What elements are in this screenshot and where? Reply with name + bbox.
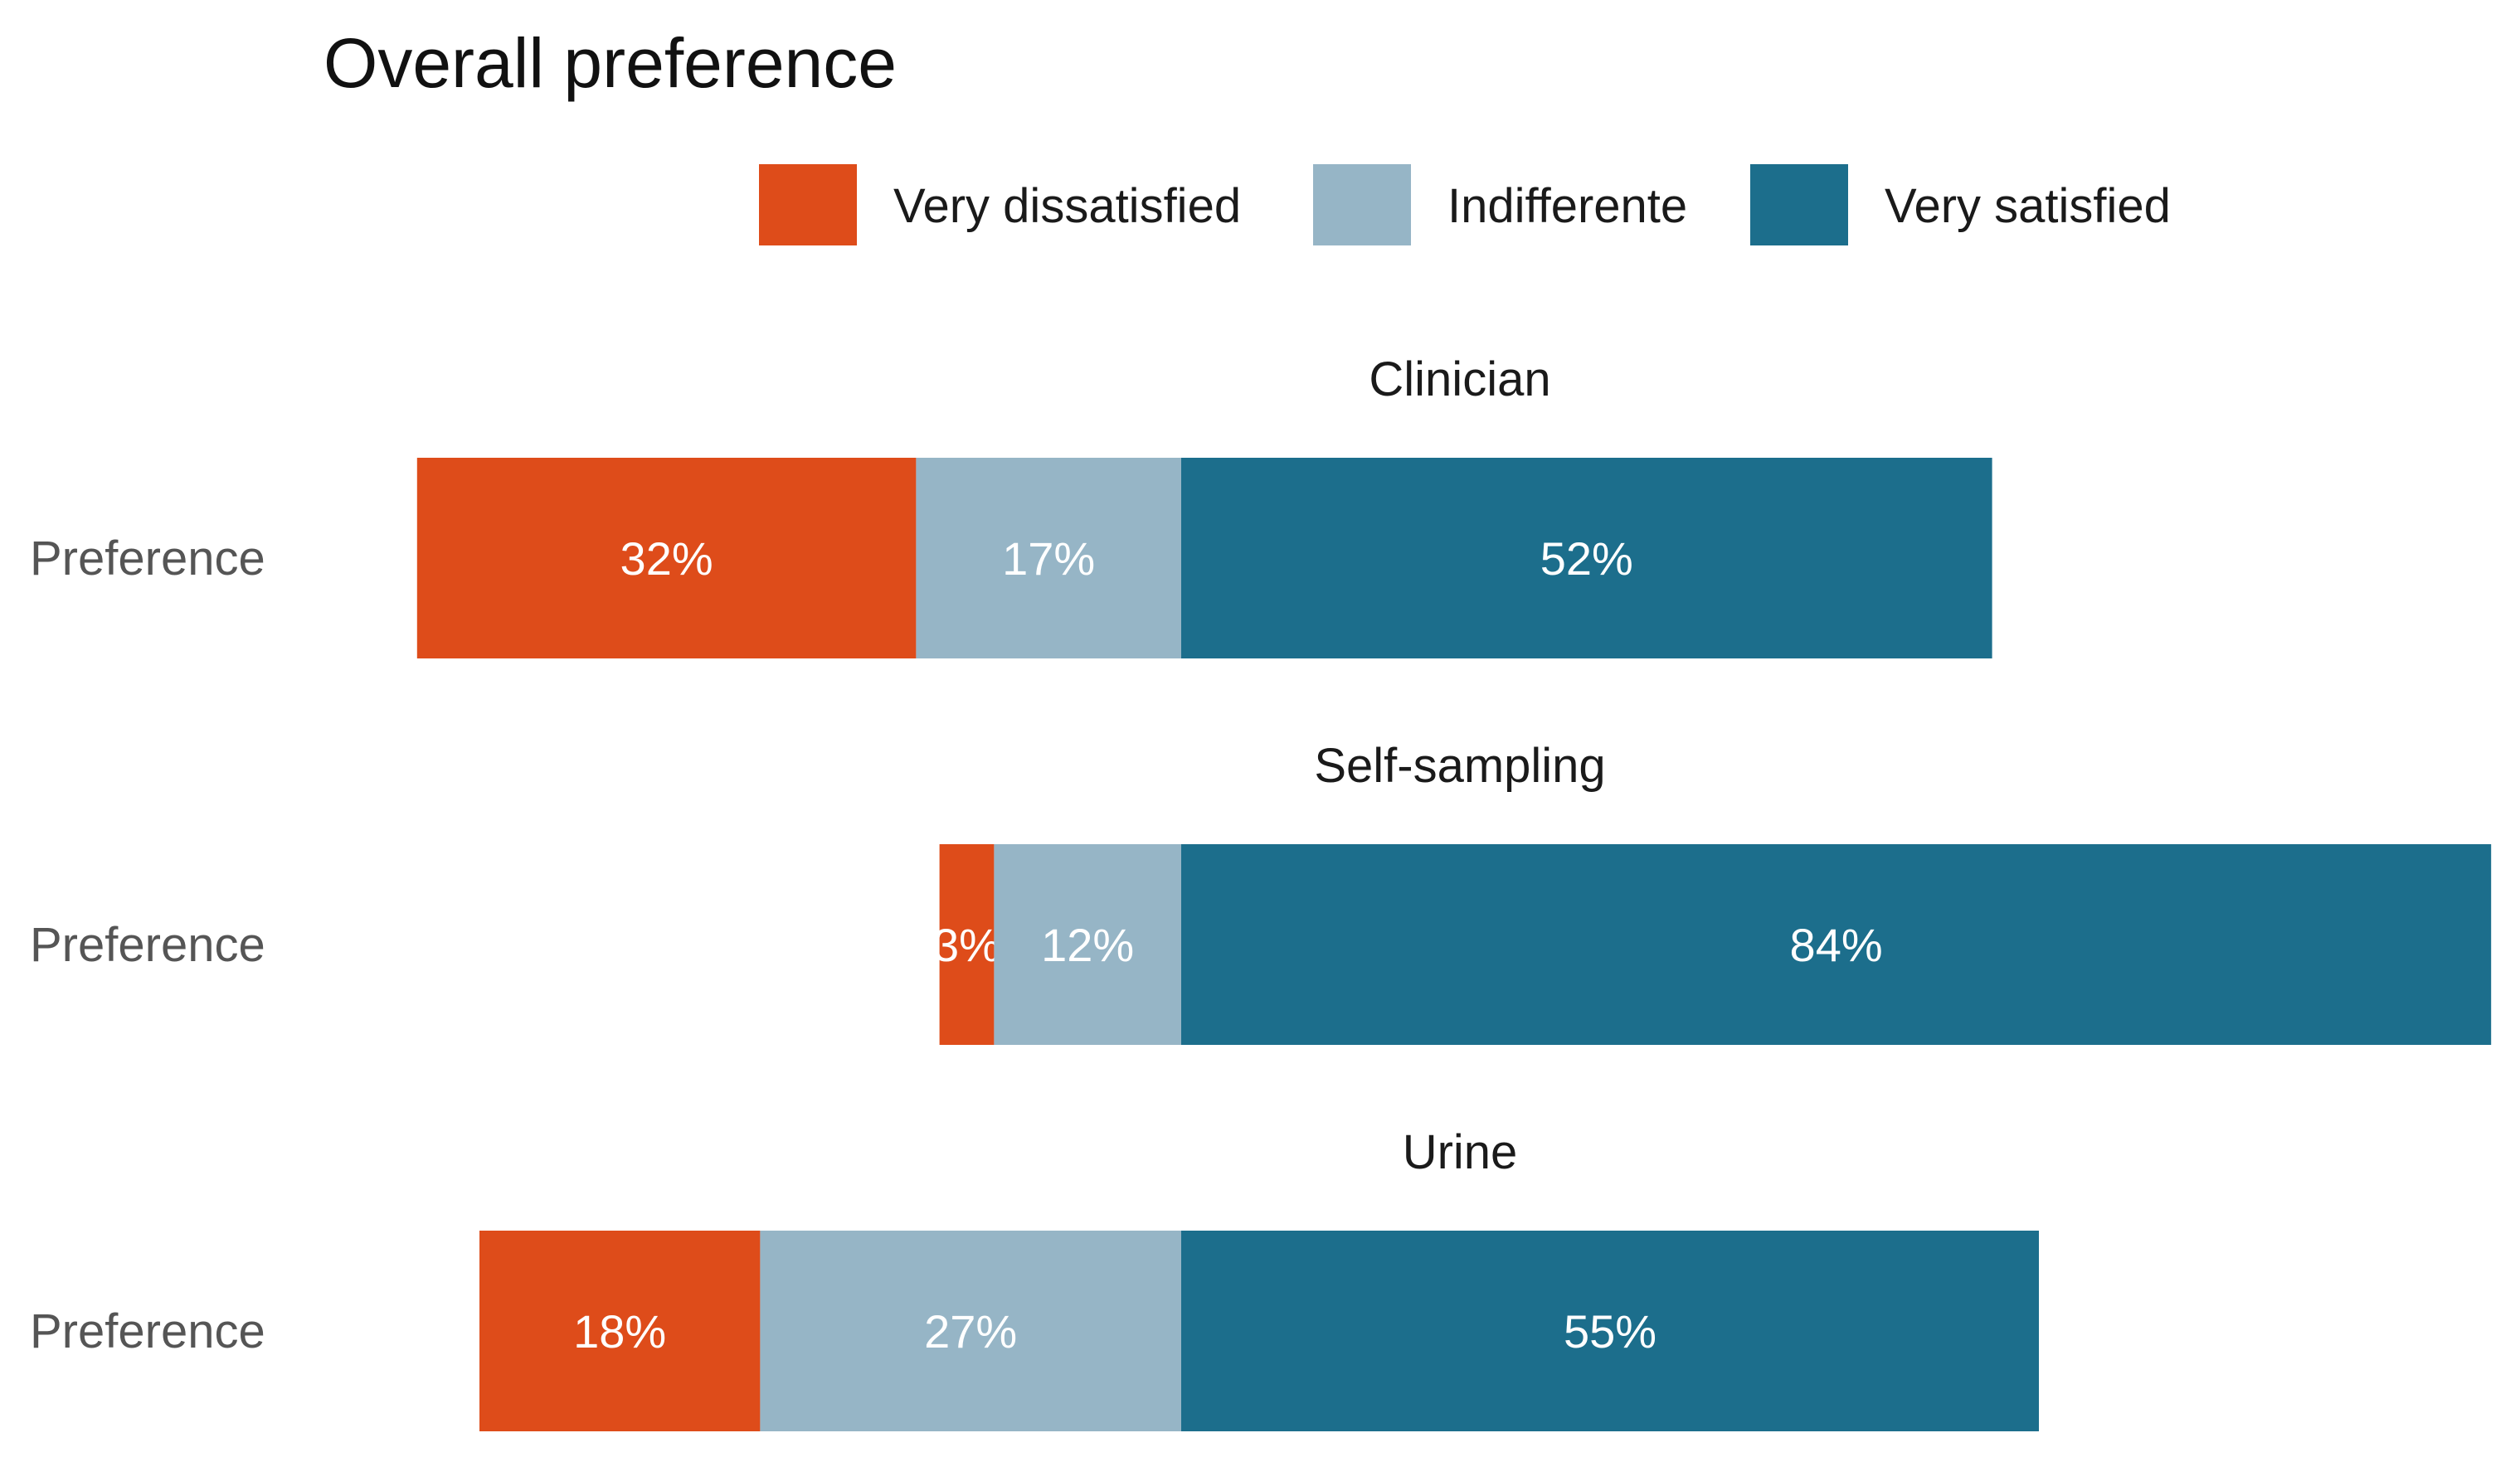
legend-label-indifferente: Indifferente	[1447, 179, 1687, 233]
legend: Very dissatisfied Indifferente Very satisf…	[759, 164, 2171, 245]
data-label-very-satisfied: 52%	[1540, 532, 1633, 585]
facet-title: Urine	[1403, 1125, 1518, 1179]
data-label-very-dissatisfied: 18%	[573, 1305, 666, 1358]
data-label-indifferente: 12%	[1041, 919, 1134, 971]
data-label-indifferente: 27%	[924, 1305, 1017, 1358]
legend-swatch-very-satisfied	[1750, 164, 1848, 245]
facet-self-sampling: Self-sampling Preference 3% 12% 84%	[30, 739, 2492, 1045]
bar-segment-very-dissatisfied	[479, 1231, 761, 1431]
bar-segment-very-satisfied	[1181, 1231, 2039, 1431]
facet-title: Self-sampling	[1314, 739, 1605, 793]
data-label-very-satisfied: 84%	[1790, 919, 1883, 971]
data-label-very-dissatisfied: 3%	[933, 919, 1000, 971]
data-label-indifferente: 17%	[1002, 532, 1095, 585]
row-label: Preference	[30, 532, 265, 585]
facet-urine: Urine Preference 18% 27% 55%	[30, 1125, 2039, 1431]
bar-segment-indifferente	[994, 844, 1181, 1045]
chart-title: Overall preference	[324, 24, 897, 102]
data-label-very-dissatisfied: 32%	[620, 532, 713, 585]
facet-title: Clinician	[1369, 352, 1550, 406]
bar-segment-indifferente	[916, 458, 1181, 658]
bar-segment-very-dissatisfied	[939, 844, 995, 1045]
legend-swatch-indifferente	[1313, 164, 1411, 245]
row-label: Preference	[30, 918, 265, 972]
row-label: Preference	[30, 1304, 265, 1358]
legend-label-very-dissatisfied: Very dissatisfied	[893, 179, 1241, 233]
bar-segment-indifferente	[760, 1231, 1181, 1431]
legend-label-very-satisfied: Very satisfied	[1885, 179, 2171, 233]
bar-segment-very-dissatisfied	[416, 458, 917, 658]
legend-swatch-very-dissatisfied	[759, 164, 857, 245]
bar-segment-very-satisfied	[1181, 844, 2492, 1045]
chart-facets: Clinician Preference 32% 17% 52% Self-samplin…	[30, 352, 2492, 1431]
facet-clinician: Clinician Preference 32% 17% 52%	[30, 352, 1992, 658]
bar-segment-very-satisfied	[1181, 458, 1992, 658]
data-label-very-satisfied: 55%	[1564, 1305, 1656, 1358]
